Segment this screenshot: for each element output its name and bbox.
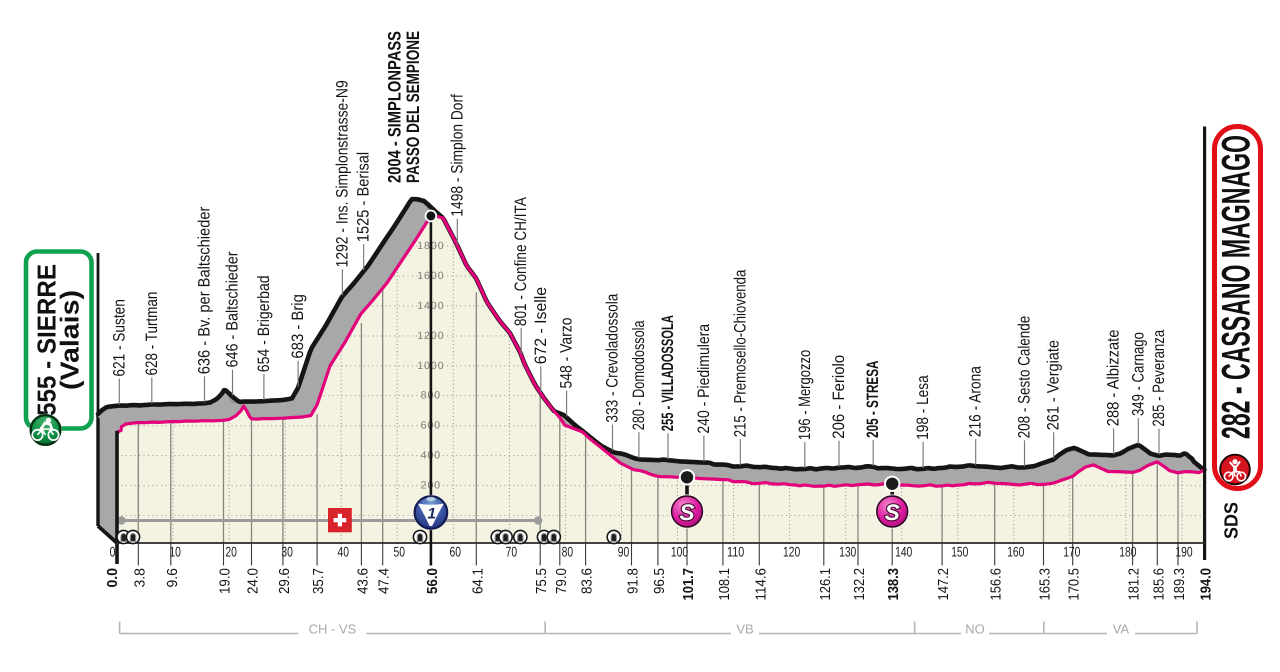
svg-text:138.3: 138.3 [886,568,902,601]
svg-text:646 - Baltschieder: 646 - Baltschieder [224,251,242,368]
svg-text:PASSO DEL SEMPIONE: PASSO DEL SEMPIONE [403,31,423,183]
svg-text:170: 170 [1063,544,1080,560]
svg-text:185.6: 185.6 [1151,568,1167,601]
svg-text:636 - Bv. per Baltschieder: 636 - Bv. per Baltschieder [196,206,214,374]
svg-text:79.0: 79.0 [554,568,570,594]
svg-text:208 - Sesto Calende: 208 - Sesto Calende [1016,316,1034,439]
svg-text:126.1: 126.1 [818,568,834,601]
svg-text:114.6: 114.6 [753,568,769,601]
svg-text:1292 - Ins. Simplonstrasse-N9: 1292 - Ins. Simplonstrasse-N9 [333,80,351,267]
svg-text:170.5: 170.5 [1067,568,1083,601]
svg-text:56.0: 56.0 [425,568,441,594]
svg-text:206 - Feriolo: 206 - Feriolo [830,355,848,439]
svg-text:189.3: 189.3 [1172,568,1188,601]
svg-text:181.2: 181.2 [1127,568,1143,601]
svg-text:160: 160 [1007,544,1024,560]
svg-text:3.8: 3.8 [132,568,148,588]
svg-text:140: 140 [895,544,912,560]
svg-text:548 - Varzo: 548 - Varzo [558,318,576,389]
svg-text:(Valais): (Valais) [55,290,85,390]
svg-text:555 - SIERRE: 555 - SIERRE [32,264,62,416]
svg-text:205 - STRESA: 205 - STRESA [864,360,882,437]
svg-text:10: 10 [169,544,181,560]
svg-text:1498 - Simplon Dorf: 1498 - Simplon Dorf [448,94,466,217]
svg-text:216 - Arona: 216 - Arona [967,365,985,437]
svg-text:80: 80 [562,544,574,560]
svg-text:1: 1 [427,506,436,523]
svg-text:90: 90 [618,544,630,560]
svg-text:75.5: 75.5 [534,568,550,594]
svg-text:110: 110 [727,544,744,560]
svg-text:100: 100 [671,544,688,560]
svg-text:147.2: 147.2 [936,568,952,601]
svg-text:0.0: 0.0 [105,568,121,588]
svg-text:801 - Confine CH/ITA: 801 - Confine CH/ITA [512,197,530,326]
svg-text:280 - Domodossola: 280 - Domodossola [630,320,648,430]
svg-text:101.7: 101.7 [681,568,697,601]
svg-text:64.1: 64.1 [470,568,486,594]
svg-text:108.1: 108.1 [717,568,733,601]
svg-text:194.0: 194.0 [1198,568,1214,601]
svg-text:SDS: SDS [1222,502,1243,539]
svg-text:190: 190 [1175,544,1192,560]
svg-text:132.2: 132.2 [852,568,868,601]
svg-text:20: 20 [225,544,237,560]
svg-text:196 - Mergozzo: 196 - Mergozzo [796,350,814,440]
svg-text:40: 40 [337,544,349,560]
svg-text:261 - Vergiate: 261 - Vergiate [1045,340,1063,430]
svg-text:282 - CASSANO MAGNAGO: 282 - CASSANO MAGNAGO [1215,135,1259,439]
svg-text:43.6: 43.6 [355,568,371,594]
svg-text:91.8: 91.8 [626,568,642,594]
svg-text:70: 70 [506,544,518,560]
svg-text:29.6: 29.6 [277,568,293,594]
svg-text:60: 60 [450,544,462,560]
svg-text:S: S [679,500,694,525]
svg-text:180: 180 [1119,544,1136,560]
svg-text:130: 130 [839,544,856,560]
svg-text:628 - Turtman: 628 - Turtman [143,292,161,376]
svg-text:349 - Carnago: 349 - Carnago [1129,332,1147,416]
svg-text:30: 30 [281,544,293,560]
svg-text:VB: VB [736,622,753,637]
svg-text:19.0: 19.0 [218,568,234,594]
svg-text:120: 120 [783,544,800,560]
svg-text:240 - Piedimulera: 240 - Piedimulera [695,323,713,433]
svg-text:150: 150 [951,544,968,560]
svg-text:672 - Iselle: 672 - Iselle [532,287,550,364]
svg-text:654 - Brigerbad: 654 - Brigerbad [255,275,273,372]
svg-text:198 - Lesa: 198 - Lesa [914,375,932,440]
svg-text:2004 - SIMPLONPASS: 2004 - SIMPLONPASS [384,31,404,183]
svg-text:CH - VS: CH - VS [309,622,357,637]
svg-text:215 - Premosello-Chiovenda: 215 - Premosello-Chiovenda [731,269,749,437]
svg-text:96.5: 96.5 [652,568,668,594]
svg-text:285 - Peveranza: 285 - Peveranza [1150,329,1168,426]
svg-text:35.7: 35.7 [311,568,327,594]
svg-text:0: 0 [110,544,116,560]
svg-text:621 - Susten: 621 - Susten [110,299,128,376]
svg-text:288 - Albizzate: 288 - Albizzate [1105,329,1123,426]
svg-text:24.0: 24.0 [246,568,262,594]
svg-text:255 - VILLADOSSOLA: 255 - VILLADOSSOLA [659,315,677,431]
svg-text:156.6: 156.6 [989,568,1005,601]
svg-text:47.4: 47.4 [377,568,393,594]
svg-text:83.6: 83.6 [580,568,596,594]
svg-text:1525 - Berisal: 1525 - Berisal [355,152,373,242]
svg-text:165.3: 165.3 [1038,568,1054,601]
svg-text:9.6: 9.6 [165,568,181,588]
svg-text:VA: VA [1113,622,1130,637]
svg-text:50: 50 [393,544,405,560]
svg-text:NO: NO [965,622,985,637]
svg-text:683 - Brig: 683 - Brig [289,294,307,359]
svg-text:333 - Crevoladossola: 333 - Crevoladossola [604,293,622,423]
svg-text:S: S [885,500,900,525]
